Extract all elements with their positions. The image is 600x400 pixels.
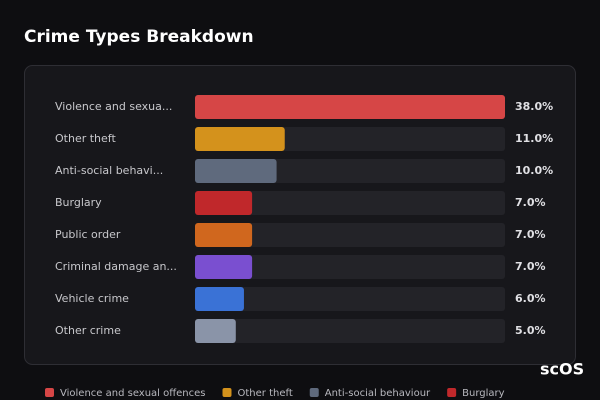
category-label: Vehicle crime	[55, 292, 129, 305]
legend-label: Other theft	[238, 388, 293, 399]
bar-track	[195, 319, 505, 343]
legend-label: Violence and sexual offences	[60, 388, 206, 399]
legend-label: Anti-social behaviour	[325, 388, 431, 399]
category-label: Public order	[55, 228, 121, 241]
value-label: 5.0%	[515, 324, 546, 337]
category-label: Other crime	[55, 324, 121, 337]
value-label: 7.0%	[515, 228, 546, 241]
bar-track	[195, 287, 505, 311]
category-label: Violence and sexua...	[55, 100, 172, 113]
watermark: scOS	[540, 360, 584, 379]
bar	[195, 159, 277, 183]
bar	[195, 319, 236, 343]
category-label: Criminal damage an...	[55, 260, 177, 273]
value-label: 6.0%	[515, 292, 546, 305]
value-label: 38.0%	[515, 100, 553, 113]
bar-track	[195, 255, 505, 279]
bar	[195, 223, 253, 247]
legend-swatch	[222, 388, 232, 397]
bar	[195, 95, 505, 119]
legend-swatch	[447, 388, 457, 397]
value-label: 11.0%	[515, 132, 553, 145]
value-label: 10.0%	[515, 164, 553, 177]
bar	[195, 127, 285, 151]
category-label: Other theft	[55, 132, 116, 145]
legend-swatch	[309, 388, 319, 397]
legend-label: Burglary	[462, 388, 504, 399]
bar	[195, 191, 253, 215]
value-label: 7.0%	[515, 196, 546, 209]
category-label: Anti-social behavi...	[55, 164, 163, 177]
bar-track	[195, 191, 505, 215]
legend-swatch	[45, 388, 54, 397]
bar	[195, 287, 244, 311]
chart-title: Crime Types Breakdown	[24, 27, 254, 47]
value-label: 7.0%	[515, 260, 546, 273]
bar-track	[195, 223, 505, 247]
bar	[195, 255, 253, 279]
category-label: Burglary	[55, 196, 102, 209]
